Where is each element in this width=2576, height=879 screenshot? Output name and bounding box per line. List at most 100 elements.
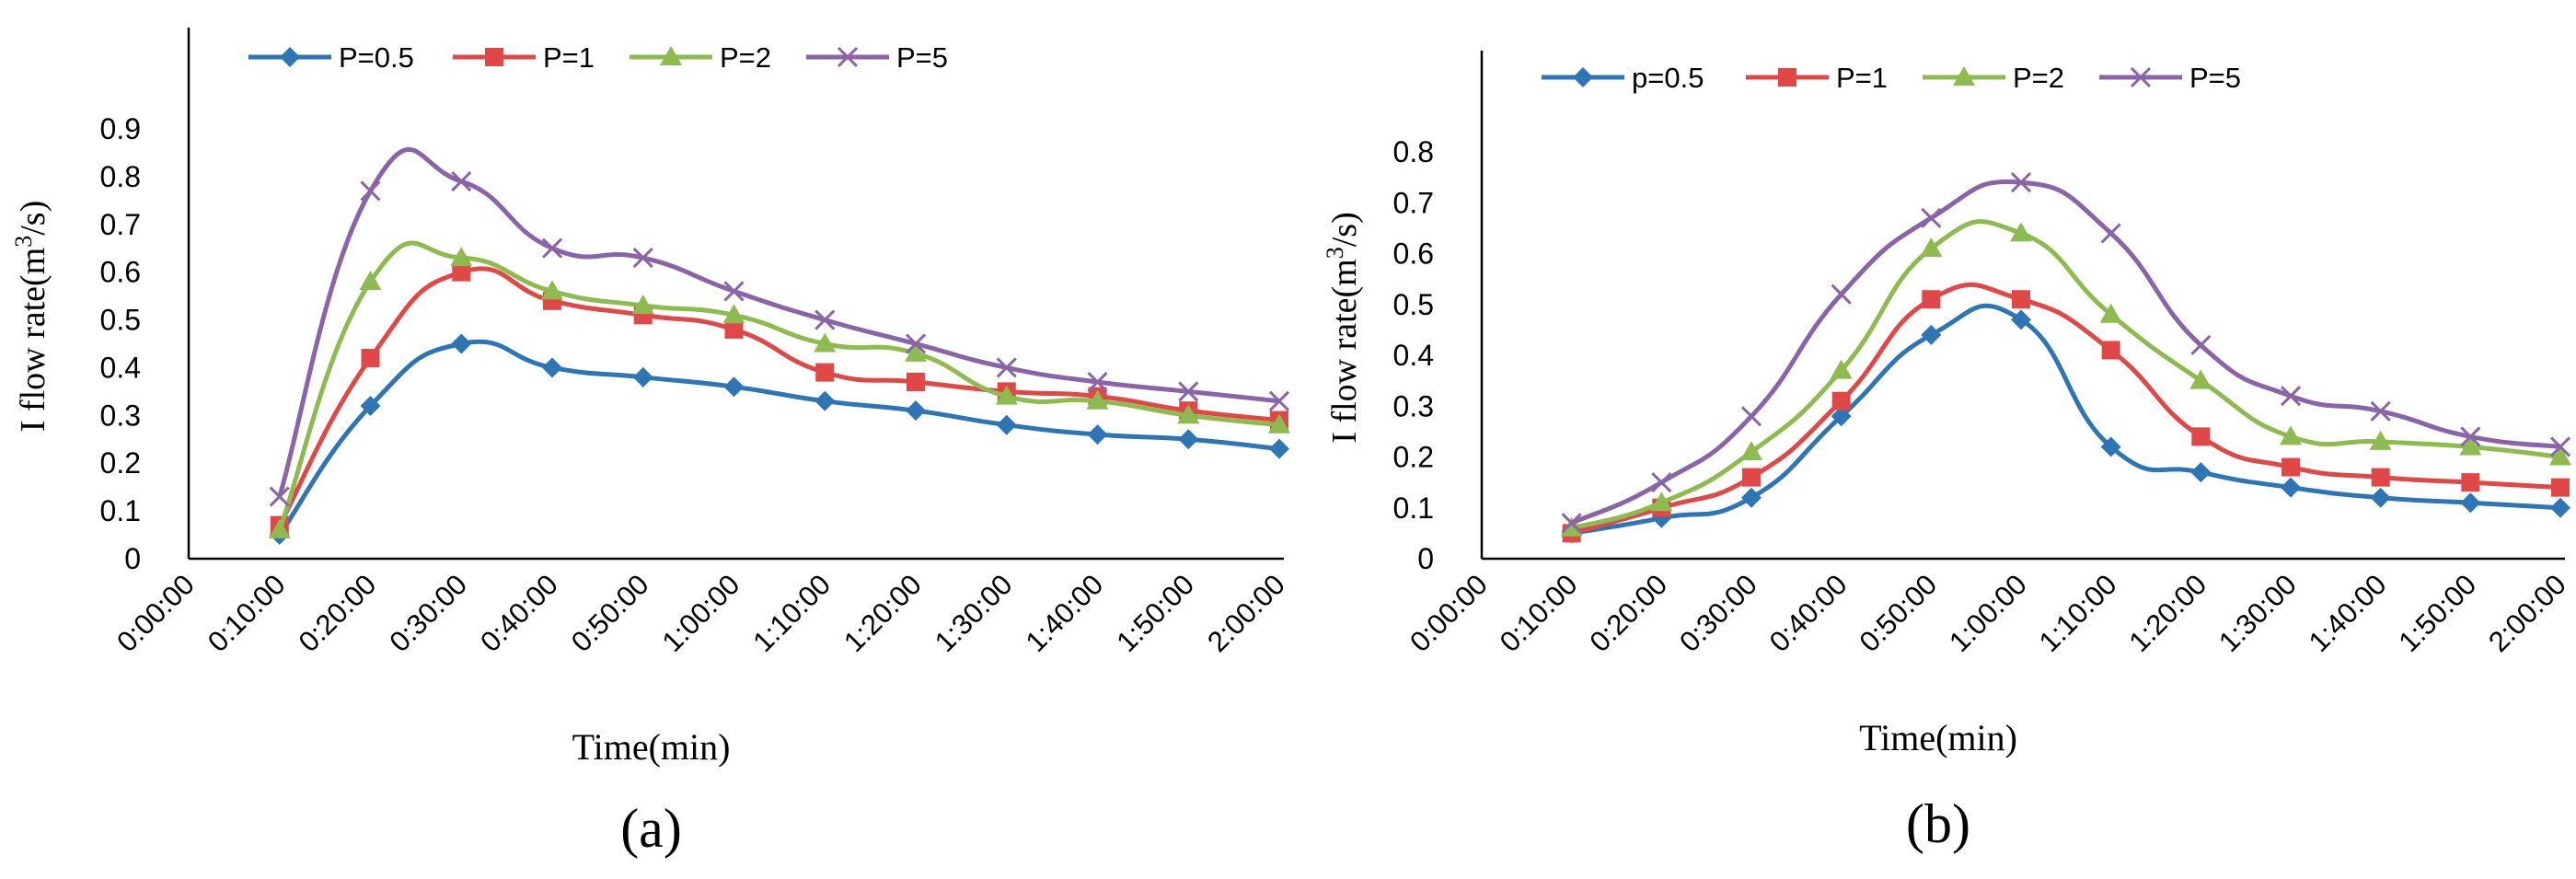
data-point [2100, 223, 2121, 244]
x-tick-label: 0:30:00 [383, 568, 473, 658]
x-tick-label: 1:50:00 [1110, 568, 1200, 658]
x-tick-label: 1:20:00 [2122, 568, 2212, 658]
data-point [2011, 309, 2031, 330]
data-point [2191, 427, 2211, 446]
y-tick-label: 0.4 [100, 351, 141, 384]
series-p-5 [1561, 172, 2571, 534]
data-point [1561, 513, 1582, 534]
x-tick-label: 0:20:00 [293, 568, 383, 658]
legend-marker [1953, 66, 1975, 86]
legend-marker [1573, 67, 1593, 87]
legend-item: P=2 [1923, 62, 2064, 94]
data-point [2371, 468, 2390, 487]
y-tick-label: 0.8 [1393, 135, 1434, 168]
data-point-stroke-2 [2549, 436, 2571, 457]
legend-item: P=2 [630, 41, 771, 74]
data-point-stroke-2 [541, 237, 563, 259]
data-point [2460, 492, 2481, 514]
x-tick-label: 0:00:00 [110, 568, 201, 658]
y-tick-label: 0.1 [100, 494, 141, 527]
legend-item: P=1 [1746, 62, 1888, 94]
data-point [905, 341, 927, 362]
x-tick-label: 1:40:00 [1020, 568, 1110, 658]
y-axis-title-superscript: 3 [1322, 247, 1348, 259]
y-tick-label: 0.3 [100, 399, 141, 432]
data-point [1921, 207, 1942, 228]
y-axis-title: I flow rate(m3/s) [10, 201, 52, 432]
data-point-stroke-2 [2280, 386, 2302, 407]
series-p-1 [1562, 282, 2570, 543]
y-tick-label: 0.5 [1393, 288, 1434, 321]
x-tick-label: 0:10:00 [1494, 568, 1584, 658]
data-point [2550, 497, 2570, 518]
data-point [2369, 430, 2392, 450]
data-point [1741, 487, 1762, 508]
data-point-stroke-2 [2010, 172, 2032, 193]
data-point-stroke-2 [2370, 400, 2391, 422]
data-point [2280, 386, 2302, 407]
y-tick-label: 0.1 [1393, 492, 1434, 525]
data-point [541, 237, 563, 259]
data-point [2459, 435, 2482, 456]
chart-panel-b: 00.10.20.30.40.50.60.70.80:00:00 0:10:00 0… [1322, 51, 2572, 854]
series-line [277, 339, 1280, 537]
legend-label: P=1 [543, 41, 595, 74]
x-tick-label: 2:00:00 [1201, 568, 1291, 658]
data-point [2370, 400, 2391, 422]
x-tick-label: 1:00:00 [656, 568, 746, 658]
data-point [452, 262, 471, 282]
x-axis-title: Time(min) [1859, 717, 2017, 758]
data-point [1177, 404, 1200, 424]
data-point [2549, 436, 2571, 457]
y-axis-title-end: /s) [14, 201, 52, 236]
data-point-stroke-2 [2460, 426, 2481, 447]
series-p-0-5 [269, 333, 1289, 546]
legend-item: P=5 [806, 41, 948, 74]
data-point [2189, 369, 2212, 389]
data-point [814, 309, 836, 330]
y-axis-title-main: I flow rate(m [14, 248, 52, 432]
data-point-stroke-2 [269, 486, 290, 507]
data-point [1742, 468, 1761, 487]
data-point-stroke-2 [1087, 371, 1108, 393]
data-point [722, 304, 745, 324]
y-tick-label: 0.2 [100, 446, 141, 480]
data-point [1831, 283, 1852, 305]
legend-label: P=5 [896, 41, 948, 74]
data-point [723, 376, 745, 398]
data-point [1178, 429, 1199, 450]
data-point [1921, 324, 1942, 345]
data-point-stroke-2 [1268, 390, 1290, 411]
data-point-stroke-2 [1561, 513, 1582, 534]
data-point-stroke-2 [2190, 334, 2212, 356]
legend: p=0.5 P=1 P=2 P=5 [1542, 62, 2241, 94]
x-tick-label: 0:40:00 [474, 568, 564, 658]
legend-marker [2130, 66, 2152, 88]
data-point [2100, 436, 2121, 457]
data-point [269, 486, 290, 507]
data-point-stroke-2 [723, 281, 745, 302]
data-point [1560, 516, 1583, 537]
data-point [1831, 391, 1851, 411]
legend-marker-stroke-2 [2130, 66, 2152, 88]
data-point [2281, 477, 2301, 498]
series-line [277, 146, 1280, 498]
data-point [1087, 371, 1108, 393]
data-point [541, 280, 563, 300]
legend: P=0.5 P=1 P=2 P=5 [248, 41, 948, 74]
data-point [2099, 303, 2122, 323]
y-tick-label: 0.7 [1393, 186, 1434, 219]
y-tick-label: 0.9 [100, 112, 141, 145]
data-point [814, 332, 837, 353]
data-point [2549, 445, 2571, 466]
series-p-2 [1560, 219, 2571, 537]
data-point [1650, 492, 1673, 512]
data-point [2012, 290, 2030, 309]
x-axis-title: Time(min) [572, 726, 731, 768]
x-tick-label: 1:40:00 [2303, 568, 2393, 658]
y-tick-label: 0.5 [100, 304, 141, 337]
data-point-stroke-2 [1740, 406, 1762, 427]
x-tick-label: 0:50:00 [565, 568, 655, 658]
data-point-stroke-2 [905, 333, 927, 354]
